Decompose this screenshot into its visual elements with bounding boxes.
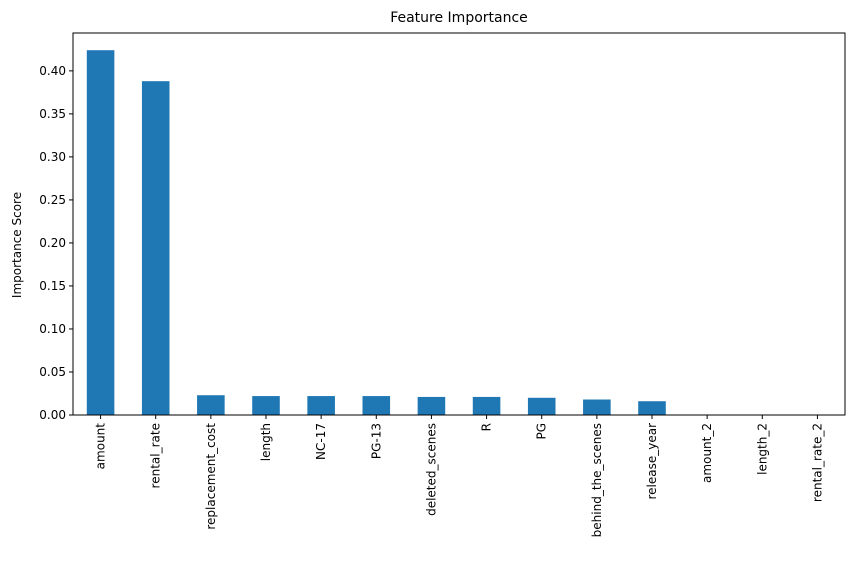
x-tick-label: PG — [535, 423, 549, 440]
y-tick-label: 0.10 — [39, 322, 66, 336]
bar-replacement_cost — [197, 395, 225, 415]
bar-rental_rate — [141, 81, 170, 416]
bar-amount — [86, 50, 115, 415]
x-tick-label: length — [259, 423, 273, 461]
x-tick-label: R — [480, 423, 494, 431]
plot-frame — [72, 32, 846, 416]
x-axis-ticks: amount rental_rate replacement_cost length N… — [94, 415, 824, 537]
bar-PG — [527, 397, 556, 415]
bar-behind_the_scenes — [583, 399, 611, 415]
x-tick-label: deleted_scenes — [424, 423, 438, 516]
y-tick-label: 0.35 — [39, 107, 66, 121]
y-tick-label: 0.20 — [39, 236, 66, 250]
bars-group — [86, 50, 666, 416]
y-tick-label: 0.30 — [39, 150, 66, 164]
y-tick-label: 0.40 — [39, 64, 66, 78]
x-tick-label: length_2 — [755, 423, 769, 475]
x-tick-label: NC-17 — [314, 423, 328, 460]
bar-length — [252, 396, 280, 415]
x-tick-label: amount — [94, 423, 108, 470]
x-tick-label: amount_2 — [700, 423, 714, 483]
x-tick-label: rental_rate_2 — [810, 423, 824, 502]
bar-NC-17 — [307, 396, 335, 415]
y-tick-label: 0.00 — [39, 408, 66, 422]
x-tick-label: replacement_cost — [204, 423, 218, 530]
y-tick-label: 0.15 — [39, 279, 66, 293]
x-tick-label: rental_rate — [149, 423, 163, 488]
y-tick-label: 0.25 — [39, 193, 66, 207]
bar-PG-13 — [362, 396, 391, 415]
y-axis-label: Importance Score — [10, 192, 24, 298]
y-axis-ticks: 0.00 0.05 0.10 0.15 0.20 0.25 0.30 0.35 0.40 — [39, 64, 73, 422]
x-tick-label: release_year — [645, 423, 659, 500]
bar-R — [472, 396, 501, 415]
x-tick-label: PG-13 — [369, 423, 383, 459]
bar-deleted_scenes — [417, 396, 446, 415]
bar-release_year — [638, 401, 666, 415]
y-tick-label: 0.05 — [39, 365, 66, 379]
chart-title: Feature Importance — [390, 10, 528, 26]
x-tick-label: behind_the_scenes — [590, 423, 604, 537]
